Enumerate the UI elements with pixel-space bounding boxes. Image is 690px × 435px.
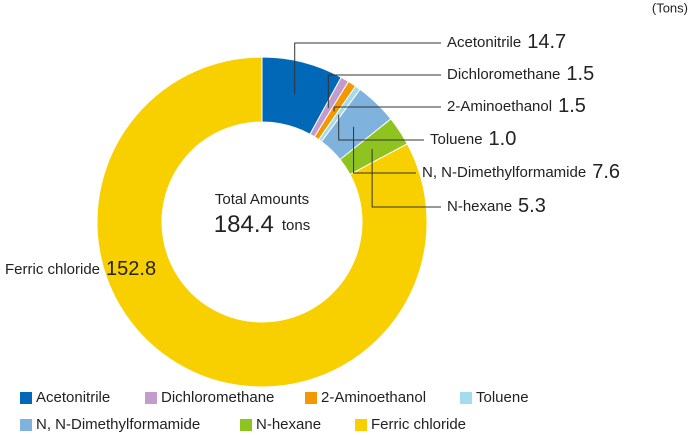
legend-swatch [460, 392, 472, 404]
leader-line [294, 42, 441, 95]
slice-name: 2-Aminoethanol [447, 98, 552, 115]
legend-label: Dichloromethane [161, 389, 274, 406]
legend-label: Toluene [476, 389, 529, 406]
slice-value: 14.7 [527, 31, 566, 53]
legend-swatch [305, 392, 317, 404]
slice-name: Ferric chloride [5, 261, 100, 278]
leader-line [338, 114, 424, 141]
leader-line [333, 106, 441, 112]
legend-label: Acetonitrile [36, 389, 110, 406]
slice-name: Toluene [430, 131, 483, 148]
slice-label: Toluene 1.0 [430, 128, 516, 150]
slice-label: N-hexane 5.3 [447, 195, 546, 217]
leader-line [353, 126, 416, 174]
slice-label: Dichloromethane 1.5 [447, 63, 594, 85]
slice-name: N-hexane [447, 198, 512, 215]
slice-label: N, N-Dimethylformamide 7.6 [422, 161, 620, 183]
legend-swatch [145, 392, 157, 404]
legend-swatch [240, 419, 252, 431]
unit-label: (Tons) [652, 0, 688, 15]
slice-name: Acetonitrile [447, 34, 521, 51]
slice-value: 1.0 [489, 128, 517, 150]
total-value: 184.4 [214, 211, 274, 238]
slice-value: 7.6 [592, 161, 620, 183]
legend-label: Ferric chloride [371, 416, 466, 433]
slice-name: Dichloromethane [447, 66, 560, 83]
leader-line [327, 74, 441, 108]
legend-label: N, N-Dimethylformamide [36, 416, 200, 433]
slice-label: Ferric chloride 152.8 [5, 258, 156, 280]
slice-value: 152.8 [106, 258, 156, 280]
leader-line [371, 149, 441, 208]
legend-label: N-hexane [256, 416, 321, 433]
legend-swatch [20, 392, 32, 404]
legend-swatch [355, 419, 367, 431]
slice-value: 1.5 [558, 95, 586, 117]
legend-swatch [20, 419, 32, 431]
slice-name: N, N-Dimethylformamide [422, 164, 586, 181]
slice-label: Acetonitrile 14.7 [447, 31, 566, 53]
total-unit: tons [282, 217, 310, 234]
slice-value: 5.3 [518, 195, 546, 217]
slice-value: 1.5 [566, 63, 594, 85]
center-label: Total Amounts [215, 191, 309, 208]
donut-slice [96, 56, 428, 388]
center-total: 184.4 tons [214, 211, 310, 238]
legend-label: 2-Aminoethanol [321, 389, 426, 406]
slice-label: 2-Aminoethanol 1.5 [447, 95, 586, 117]
